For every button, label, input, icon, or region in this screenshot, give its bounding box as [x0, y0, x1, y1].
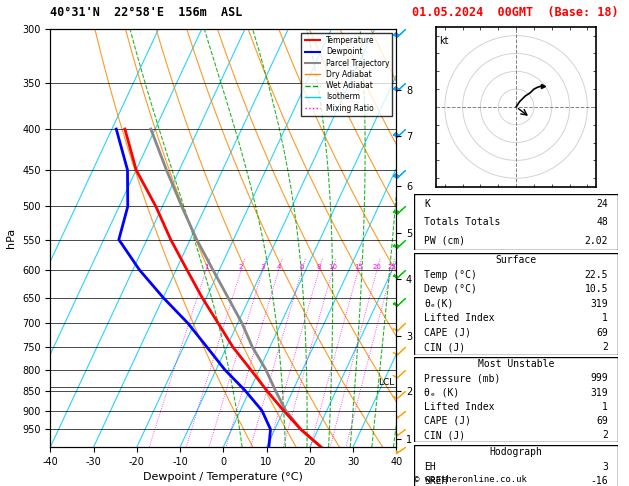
- Text: CIN (J): CIN (J): [424, 343, 465, 352]
- Text: Surface: Surface: [496, 255, 537, 265]
- Legend: Temperature, Dewpoint, Parcel Trajectory, Dry Adiabat, Wet Adiabat, Isotherm, Mi: Temperature, Dewpoint, Parcel Trajectory…: [301, 33, 392, 116]
- Text: CAPE (J): CAPE (J): [424, 416, 471, 426]
- Text: PW (cm): PW (cm): [424, 236, 465, 246]
- Text: 25: 25: [387, 264, 396, 270]
- FancyBboxPatch shape: [414, 445, 618, 486]
- Text: Most Unstable: Most Unstable: [478, 359, 554, 369]
- Text: Totals Totals: Totals Totals: [424, 217, 501, 227]
- Text: 01.05.2024  00GMT  (Base: 18): 01.05.2024 00GMT (Base: 18): [412, 6, 618, 19]
- Text: 24: 24: [596, 199, 608, 208]
- Text: Temp (°C): Temp (°C): [424, 270, 477, 279]
- Text: 4: 4: [277, 264, 281, 270]
- Text: 8: 8: [317, 264, 321, 270]
- FancyBboxPatch shape: [414, 253, 618, 355]
- Text: Lifted Index: Lifted Index: [424, 402, 494, 412]
- Text: kt: kt: [440, 35, 449, 46]
- Text: 3: 3: [260, 264, 265, 270]
- Text: 10: 10: [328, 264, 337, 270]
- Text: -16: -16: [591, 476, 608, 486]
- Text: Pressure (mb): Pressure (mb): [424, 373, 501, 383]
- Text: 319: 319: [591, 388, 608, 398]
- Text: 2.02: 2.02: [584, 236, 608, 246]
- Text: θₑ (K): θₑ (K): [424, 388, 459, 398]
- Text: 2: 2: [239, 264, 243, 270]
- Text: 10.5: 10.5: [584, 284, 608, 294]
- Text: 3: 3: [602, 462, 608, 471]
- Text: LCL: LCL: [378, 378, 394, 386]
- Text: 1: 1: [204, 264, 208, 270]
- Text: © weatheronline.co.uk: © weatheronline.co.uk: [414, 474, 526, 484]
- Text: 48: 48: [596, 217, 608, 227]
- X-axis label: Dewpoint / Temperature (°C): Dewpoint / Temperature (°C): [143, 472, 303, 483]
- Text: 999: 999: [591, 373, 608, 383]
- Text: Lifted Index: Lifted Index: [424, 313, 494, 323]
- Y-axis label: km
ASL: km ASL: [428, 227, 447, 249]
- Text: 1: 1: [602, 402, 608, 412]
- Text: 40°31'N  22°58'E  156m  ASL: 40°31'N 22°58'E 156m ASL: [50, 6, 243, 19]
- Text: 1: 1: [602, 313, 608, 323]
- Text: 2: 2: [602, 343, 608, 352]
- Text: 319: 319: [591, 299, 608, 309]
- Text: EH: EH: [424, 462, 436, 471]
- Text: 6: 6: [300, 264, 304, 270]
- Y-axis label: hPa: hPa: [6, 228, 16, 248]
- Text: 69: 69: [596, 328, 608, 338]
- Text: Hodograph: Hodograph: [489, 447, 543, 457]
- Text: 20: 20: [372, 264, 381, 270]
- Text: SREH: SREH: [424, 476, 448, 486]
- Text: 69: 69: [596, 416, 608, 426]
- Text: Dewp (°C): Dewp (°C): [424, 284, 477, 294]
- Text: 2: 2: [602, 430, 608, 440]
- Text: 22.5: 22.5: [584, 270, 608, 279]
- Text: K: K: [424, 199, 430, 208]
- FancyBboxPatch shape: [414, 357, 618, 442]
- Text: CIN (J): CIN (J): [424, 430, 465, 440]
- Text: 15: 15: [354, 264, 363, 270]
- Text: θₑ(K): θₑ(K): [424, 299, 454, 309]
- Text: CAPE (J): CAPE (J): [424, 328, 471, 338]
- FancyBboxPatch shape: [414, 194, 618, 250]
